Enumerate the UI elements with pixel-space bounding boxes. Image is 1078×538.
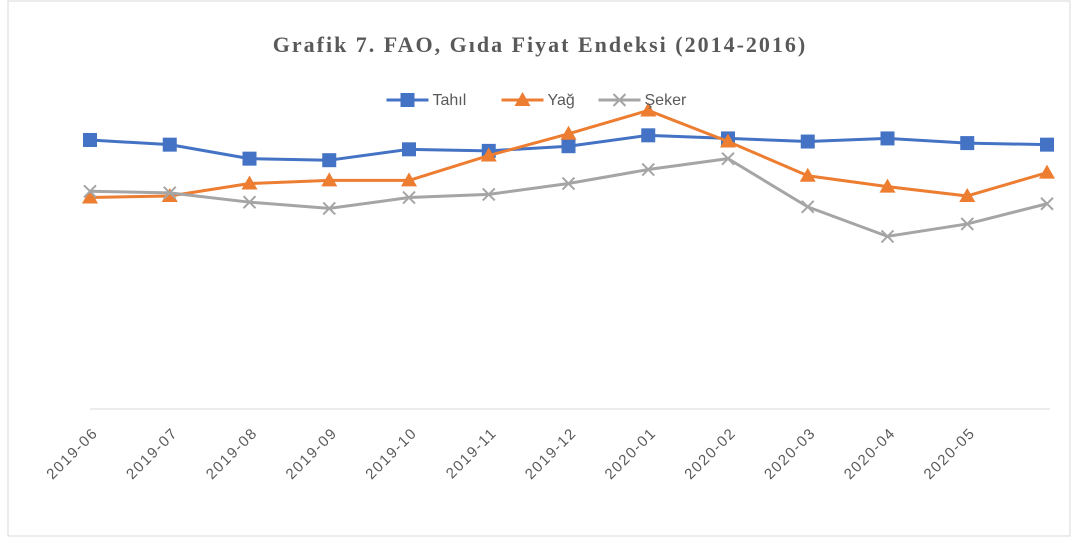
- marker: [960, 136, 975, 151]
- marker: [163, 186, 177, 200]
- marker: [1039, 164, 1055, 179]
- marker: [959, 187, 976, 202]
- marker: [561, 139, 576, 154]
- marker: [720, 133, 736, 148]
- marker: [402, 142, 416, 157]
- marker: [879, 178, 896, 193]
- marker: [1040, 197, 1054, 211]
- marker: [721, 151, 735, 166]
- legend-marker: [514, 92, 531, 106]
- marker: [321, 172, 338, 187]
- marker: [322, 201, 336, 216]
- marker: [161, 187, 178, 202]
- marker: [880, 131, 895, 146]
- legend-marker: [612, 93, 627, 107]
- marker: [880, 229, 895, 244]
- marker: [480, 147, 497, 162]
- legend-marker: [400, 93, 415, 107]
- marker: [162, 137, 177, 152]
- marker: [401, 172, 417, 187]
- marker: [83, 184, 97, 199]
- chart-title: Grafik 7. FAO, Gıda Fiyat Endeksi (2014-…: [273, 32, 808, 57]
- marker: [402, 190, 416, 205]
- marker: [83, 132, 97, 147]
- marker: [561, 176, 576, 191]
- marker: [242, 195, 257, 209]
- legend-label: Tahıl: [433, 92, 467, 109]
- marker: [242, 151, 257, 166]
- legend-label: Yağ: [548, 92, 575, 109]
- marker: [1040, 137, 1054, 152]
- chart-frame: [7, 0, 1071, 537]
- marker: [640, 102, 657, 117]
- marker: [241, 175, 258, 190]
- marker: [82, 189, 98, 204]
- marker: [482, 187, 496, 202]
- marker: [801, 200, 815, 214]
- marker: [960, 217, 974, 231]
- marker: [799, 167, 816, 182]
- marker: [800, 134, 815, 149]
- marker: [641, 128, 656, 143]
- marker: [560, 125, 577, 140]
- marker: [322, 153, 337, 168]
- legend-label: Şeker: [645, 92, 687, 109]
- marker: [641, 162, 655, 177]
